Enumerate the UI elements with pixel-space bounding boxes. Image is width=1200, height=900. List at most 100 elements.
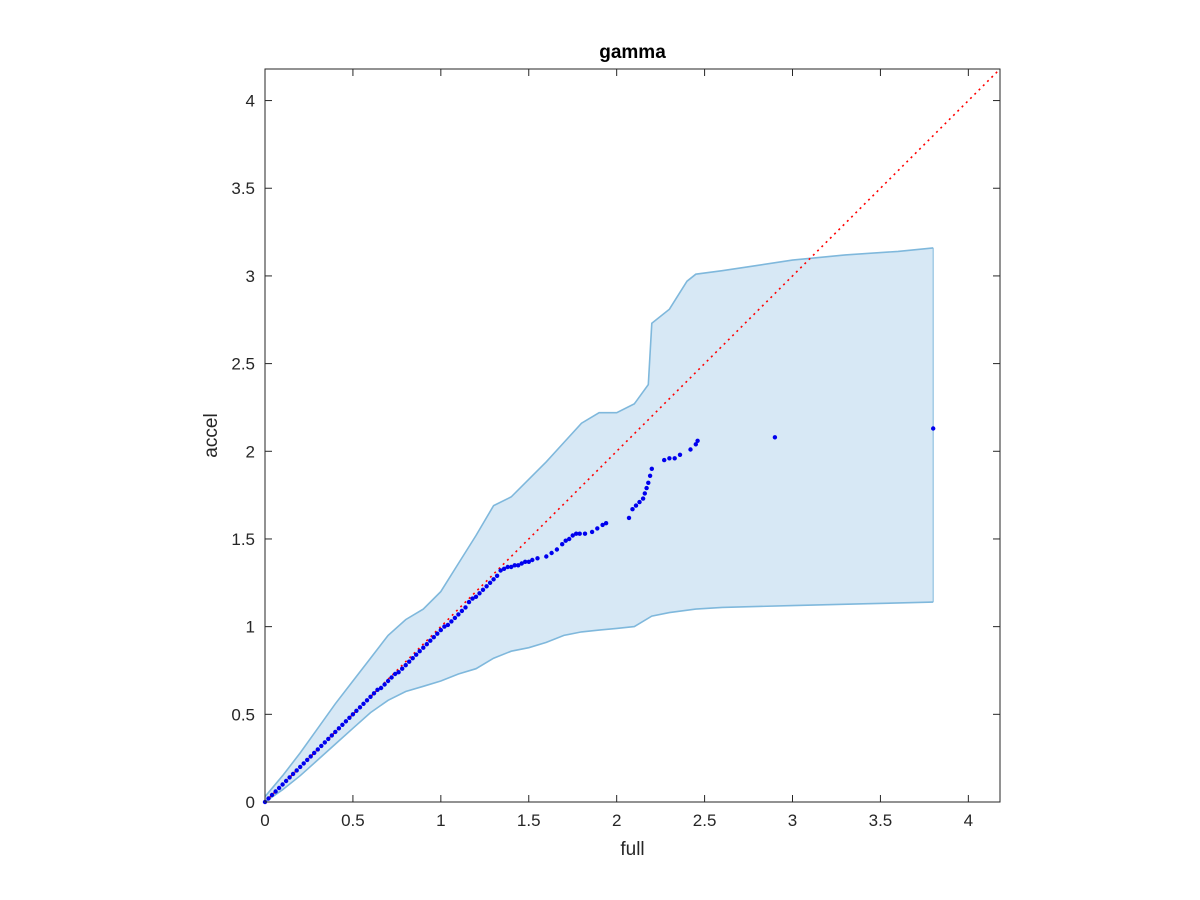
x-tick-label: 4 [964, 811, 973, 830]
data-point [298, 764, 303, 770]
data-point [688, 447, 693, 452]
confidence-band [264, 247, 934, 803]
data-point [305, 757, 310, 763]
data-point [276, 785, 282, 791]
data-point [273, 789, 278, 794]
y-tick-label: 4 [246, 92, 255, 111]
data-point [357, 705, 363, 710]
data-point [523, 559, 528, 564]
data-point [642, 491, 647, 496]
data-point [312, 750, 317, 756]
data-point [574, 531, 579, 536]
data-point [333, 729, 338, 735]
data-point [378, 685, 384, 691]
data-point [563, 538, 568, 543]
data-point [509, 564, 514, 570]
data-point [693, 442, 698, 447]
data-point [640, 496, 646, 501]
data-point [308, 754, 313, 759]
data-point [473, 594, 479, 599]
data-point [414, 652, 419, 657]
x-tick-label: 2.5 [693, 811, 717, 830]
data-point [368, 694, 373, 699]
data-point [396, 670, 401, 675]
data-point [931, 426, 936, 431]
y-tick-label: 3.5 [231, 179, 255, 198]
data-point [403, 663, 408, 668]
data-point [505, 564, 510, 570]
data-point [354, 708, 359, 713]
data-point [375, 687, 380, 692]
data-point [301, 761, 306, 766]
data-point [389, 675, 394, 680]
data-point [287, 775, 292, 780]
data-point [417, 649, 422, 654]
data-point [567, 536, 572, 542]
data-point [466, 599, 472, 605]
y-tick-label: 1.5 [231, 530, 255, 549]
data-point [519, 561, 524, 566]
y-tick-label: 2 [246, 442, 255, 461]
data-point [435, 631, 440, 636]
band-fill [265, 247, 934, 802]
data-point [343, 719, 349, 724]
data-point [647, 473, 653, 478]
data-point [626, 515, 632, 521]
data-point [294, 768, 299, 773]
data-point [570, 533, 575, 538]
data-point [512, 563, 517, 568]
data-point [484, 584, 489, 589]
y-tick-label: 0 [246, 793, 255, 812]
data-point [672, 456, 677, 461]
data-point [501, 566, 507, 571]
data-point [487, 580, 493, 585]
data-point [554, 547, 560, 552]
data-point [428, 638, 433, 643]
data-point [322, 740, 327, 745]
y-axis-label: accel [201, 413, 222, 457]
y-tick-label: 1 [246, 618, 255, 637]
data-point [382, 682, 387, 687]
data-point [589, 529, 595, 535]
y-tick-label: 2.5 [231, 355, 255, 374]
data-point [407, 659, 412, 664]
data-point [283, 778, 289, 784]
data-point [364, 698, 370, 703]
axis-ticks: 0 0.5 1 1.5 2 2.5 3 3.5 4 0 0.5 1 1.5 2 2.5 3 3.5 4 [231, 69, 1000, 830]
data-point [326, 736, 331, 742]
x-tick-label: 2 [612, 811, 621, 830]
data-point [530, 557, 535, 563]
reference-line-layer [264, 68, 1001, 803]
x-tick-label: 1 [436, 811, 445, 830]
data-point [452, 615, 458, 621]
data-point [560, 542, 565, 547]
data-point [477, 591, 482, 596]
data-point [280, 782, 285, 787]
data-point [600, 522, 605, 528]
data-point [400, 666, 405, 671]
data-point [549, 550, 554, 556]
data-point [442, 624, 447, 629]
data-point [371, 691, 377, 696]
data-point [603, 521, 609, 526]
data-point [526, 559, 531, 564]
data-point [480, 587, 486, 592]
chart-title: gamma [599, 42, 666, 63]
x-tick-label: 1.5 [517, 811, 541, 830]
data-points [262, 426, 936, 805]
data-point [361, 701, 366, 706]
x-axis-label: full [620, 839, 644, 860]
axes-box [264, 68, 1001, 803]
data-point [644, 485, 649, 491]
data-point [266, 796, 271, 801]
x-tick-label: 3 [788, 811, 797, 830]
data-point [385, 678, 391, 684]
data-point [677, 452, 683, 457]
data-point [315, 747, 320, 752]
data-point [637, 499, 642, 505]
data-point [269, 792, 275, 798]
data-point [544, 554, 549, 559]
data-point [498, 568, 503, 573]
band-upper-edge [264, 247, 934, 798]
